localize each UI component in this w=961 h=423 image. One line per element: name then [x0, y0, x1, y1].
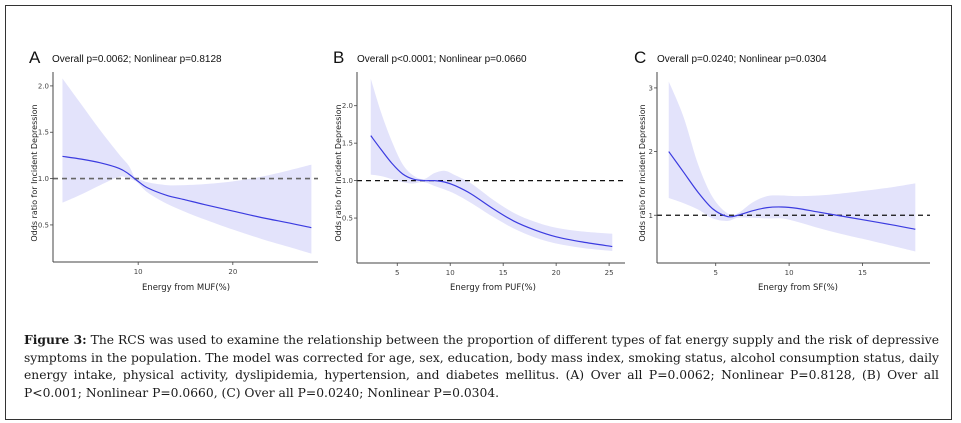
figure-caption: Figure 3: The RCS was used to examine th… — [24, 331, 939, 402]
panel-c-y-tick-label: 1 — [649, 212, 653, 220]
panel-letter-a: A — [29, 48, 41, 67]
panel-a-or-curve — [62, 155, 312, 229]
panel-c-y-axis-label: Odds ratio for Incident Depression — [638, 104, 647, 241]
caption-label: Figure 3: — [24, 332, 87, 347]
panel-b-plot: 5 10 15 20 25 0.5 1.0 1.5 2.0 — [342, 72, 625, 277]
panel-c-plot: 5 10 15 1 2 3 — [649, 72, 930, 277]
panel-a-y-axis-label: Odds ratio for Incident Depression — [30, 104, 39, 241]
panel-a-y-tick-label: 1.5 — [38, 129, 49, 137]
panel-a-plot: 10 20 0.5 1.0 1.5 2.0 — [38, 72, 318, 276]
panel-b-title: Overall p<0.0001; Nonlinear p=0.0660 — [357, 54, 527, 65]
caption-text: The RCS was used to examine the relation… — [24, 333, 939, 400]
panel-a: A Overall p=0.0062; Nonlinear p=0.8128 1… — [29, 48, 318, 293]
panel-letter-b: B — [333, 48, 344, 67]
panel-c-x-tick-label: 10 — [785, 269, 794, 277]
panel-b-x-axis-label: Energy from PUF(%) — [450, 283, 536, 293]
panel-a-title: Overall p=0.0062; Nonlinear p=0.8128 — [52, 54, 222, 65]
figure-frame — [5, 5, 952, 420]
panel-b-y-axis-label: Odds ratio for Incident Depression — [334, 104, 343, 241]
panel-b-confidence-band — [370, 78, 613, 252]
panel-a-x-tick-label: 10 — [134, 268, 143, 276]
panel-b-x-tick-label: 5 — [395, 269, 399, 277]
panel-a-y-tick-label: 0.5 — [38, 221, 49, 229]
rcs-figure: A Overall p=0.0062; Nonlinear p=0.8128 1… — [29, 48, 930, 293]
panel-c-y-tick-label: 2 — [649, 148, 653, 156]
panel-c-title: Overall p=0.0240; Nonlinear p=0.0304 — [657, 54, 827, 65]
panel-b-y-tick-label: 0.5 — [342, 215, 353, 223]
panel-c-confidence-band — [668, 81, 916, 252]
panel-a-x-tick-label: 20 — [228, 268, 237, 276]
panel-c-x-tick-label: 5 — [713, 269, 717, 277]
panel-b-x-tick-label: 10 — [446, 269, 455, 277]
panel-b-or-curve — [370, 135, 613, 248]
panel-c-or-curve — [668, 151, 916, 230]
panel-b-x-tick-label: 25 — [605, 269, 614, 277]
panel-a-confidence-band — [62, 78, 312, 254]
panel-b-x-tick-label: 15 — [499, 269, 508, 277]
panel-a-y-tick-label: 1.0 — [38, 175, 49, 183]
panel-c: C Overall p=0.0240; Nonlinear p=0.0304 5… — [634, 48, 930, 293]
panel-a-y-tick-label: 2.0 — [38, 82, 49, 90]
panel-letter-c: C — [634, 48, 646, 67]
panel-b-y-tick-label: 1.5 — [342, 140, 353, 148]
panel-b-y-tick-label: 2.0 — [342, 102, 353, 110]
panel-b-y-tick-label: 1.0 — [342, 177, 353, 185]
panel-c-x-tick-label: 15 — [858, 269, 867, 277]
panel-a-x-axis-label: Energy from MUF(%) — [142, 283, 230, 293]
panel-b-x-tick-label: 20 — [552, 269, 561, 277]
panel-b: B Overall p<0.0001; Nonlinear p=0.0660 5… — [333, 48, 625, 293]
panel-c-x-axis-label: Energy from SF(%) — [758, 283, 838, 293]
panel-c-y-tick-label: 3 — [649, 84, 653, 92]
